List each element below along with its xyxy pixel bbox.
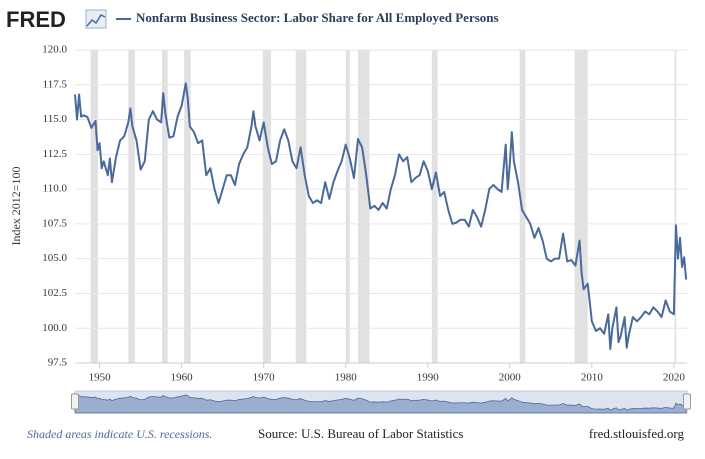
plot: 97.5 100.0 102.5 105.0 107.5 110.0 112.5 115.0 1…	[42, 44, 688, 384]
x-tick-label: 2020	[663, 372, 686, 384]
recession-band	[358, 50, 370, 363]
legend-label: Nonfarm Business Sector: Labor Share for…	[136, 10, 499, 25]
recession-band	[295, 50, 307, 363]
y-tick-label: 107.5	[42, 217, 67, 229]
series-line	[74, 82, 688, 351]
y-tick-label: 117.5	[43, 78, 68, 90]
y-tick-label: 102.5	[42, 287, 67, 299]
y-tick-label: 100.0	[42, 322, 67, 334]
recession-band	[184, 50, 191, 363]
recession-band	[161, 50, 168, 363]
recession-band	[431, 50, 438, 363]
y-tick-label: 105.0	[42, 252, 67, 264]
logo: FRED	[6, 7, 66, 32]
y-tick-label: 112.5	[43, 148, 68, 160]
x-tick-label: 1980	[335, 372, 358, 384]
source: Source: U.S. Bureau of Labor Statistics	[258, 426, 463, 441]
y-tick-label: 97.5	[48, 357, 68, 369]
recession-band	[90, 50, 98, 363]
recession-band	[128, 50, 135, 363]
site: fred.stlouisfed.org	[589, 426, 685, 441]
recession-band	[574, 50, 588, 363]
recession-band	[674, 50, 677, 363]
y-tick-label: 120.0	[42, 44, 67, 56]
navigator-handle	[71, 393, 79, 410]
x-tick-label: 1970	[253, 372, 276, 384]
x-tick-label: 1960	[171, 372, 194, 384]
navigator-handle	[683, 393, 691, 410]
navigator	[71, 390, 691, 414]
recession-band	[262, 50, 272, 363]
x-tick-label: 2000	[499, 372, 522, 384]
y-tick-label: 110.0	[43, 183, 68, 195]
navigator-area	[74, 394, 687, 414]
x-tick-label: 1950	[89, 372, 112, 384]
y-axis-label: Index 2012=100	[9, 166, 23, 245]
recession-note: Shaded areas indicate U.S. recessions.	[27, 427, 212, 441]
x-tick-label: 1990	[417, 372, 440, 384]
logo-icon	[85, 9, 107, 29]
x-tick-label: 2010	[581, 372, 604, 384]
y-tick-label: 115.0	[43, 113, 68, 125]
recession-band	[345, 50, 350, 363]
